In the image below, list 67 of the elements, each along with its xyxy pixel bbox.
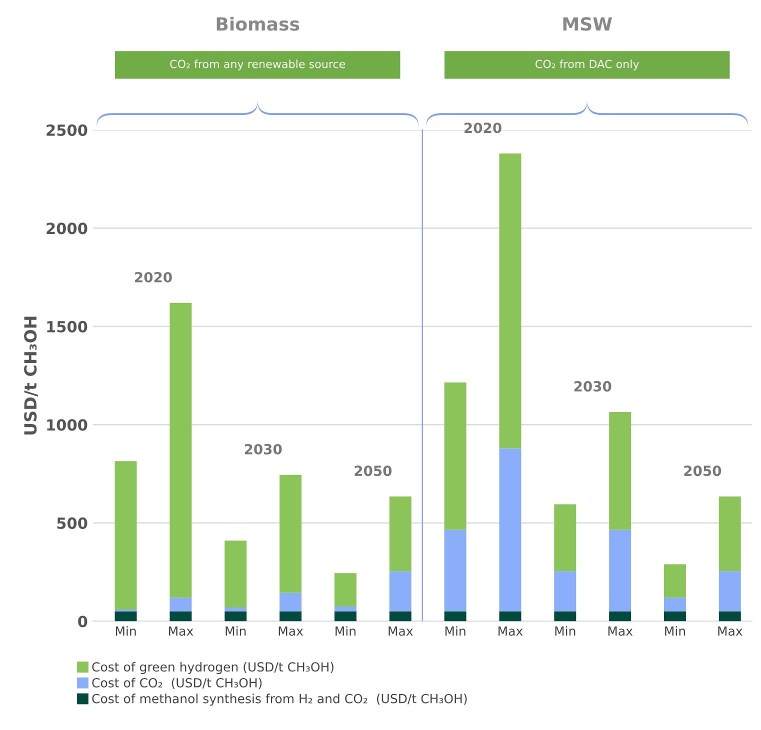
annotation: 2020 [135,272,172,282]
bar [224,611,247,622]
text: CO₂ from DAC only [536,60,639,70]
annotation: 2030 [244,444,282,454]
bar [114,611,137,622]
x-tick-label: Max [498,626,523,636]
bar [444,530,466,612]
x-tick-label: Min [226,626,246,636]
x-tick-label: Max [608,626,633,636]
bar [609,611,632,622]
y-tick-label: 2500 [46,124,88,136]
bar [664,611,686,622]
bar [389,571,412,612]
bar [499,154,522,448]
x-tick-label: Max [169,626,194,636]
y-tick-label: 500 [57,517,88,529]
annotation: 2030 [574,381,612,392]
x-tick-label: Max [718,626,742,636]
bar [444,382,466,530]
bar [280,592,302,612]
legend-label: Cost of methanol synthesis from H₂ and CO₂ (USD/t CH₃OH) [92,694,467,706]
bar [444,611,466,622]
x-tick-label: Min [116,626,136,636]
bar [664,564,686,598]
text: CO₂ from any renewable source [170,60,346,70]
bar [718,496,741,572]
chart-title: MSW [563,17,612,31]
bar [224,607,247,612]
x-tick-label: Max [388,626,413,636]
x-tick-label: Min [555,626,576,636]
bar [334,573,356,606]
x-tick-label: Max [278,626,304,636]
y-tick-label: 1500 [47,320,88,332]
y-axis-title: USD/t CH₃OH [24,316,38,434]
bar [609,530,632,612]
x-tick-label: Min [336,626,356,636]
y-tick-label: 2000 [46,222,88,234]
bar [334,611,356,622]
bar [334,606,356,612]
bar [499,448,522,612]
bar [499,611,522,622]
bar [280,611,302,622]
bar [609,412,632,530]
bar [389,611,412,622]
bar [114,461,137,610]
legend-label: Cost of CO₂ (USD/t CH₃OH) [92,678,262,689]
y-tick-label: 0 [78,616,88,628]
bar [554,504,576,572]
bar [718,571,741,612]
bar [170,611,192,622]
x-tick-label: Min [665,626,686,636]
bar [664,598,686,612]
x-tick-label: Min [445,626,466,636]
bar [389,496,412,572]
y-tick-label: 1000 [47,419,88,431]
annotation: 2050 [684,466,722,476]
bar [170,302,192,598]
chart-title: Biomass [216,16,300,31]
bar [170,598,192,612]
bar [718,611,741,622]
bar [280,474,302,593]
annotation: 2050 [354,466,392,476]
bar [224,540,247,608]
bar [554,611,576,622]
annotation: 2020 [464,122,502,134]
bar [554,571,576,612]
legend-label: Cost of green hydrogen (USD/t CH₃OH) [92,662,334,674]
